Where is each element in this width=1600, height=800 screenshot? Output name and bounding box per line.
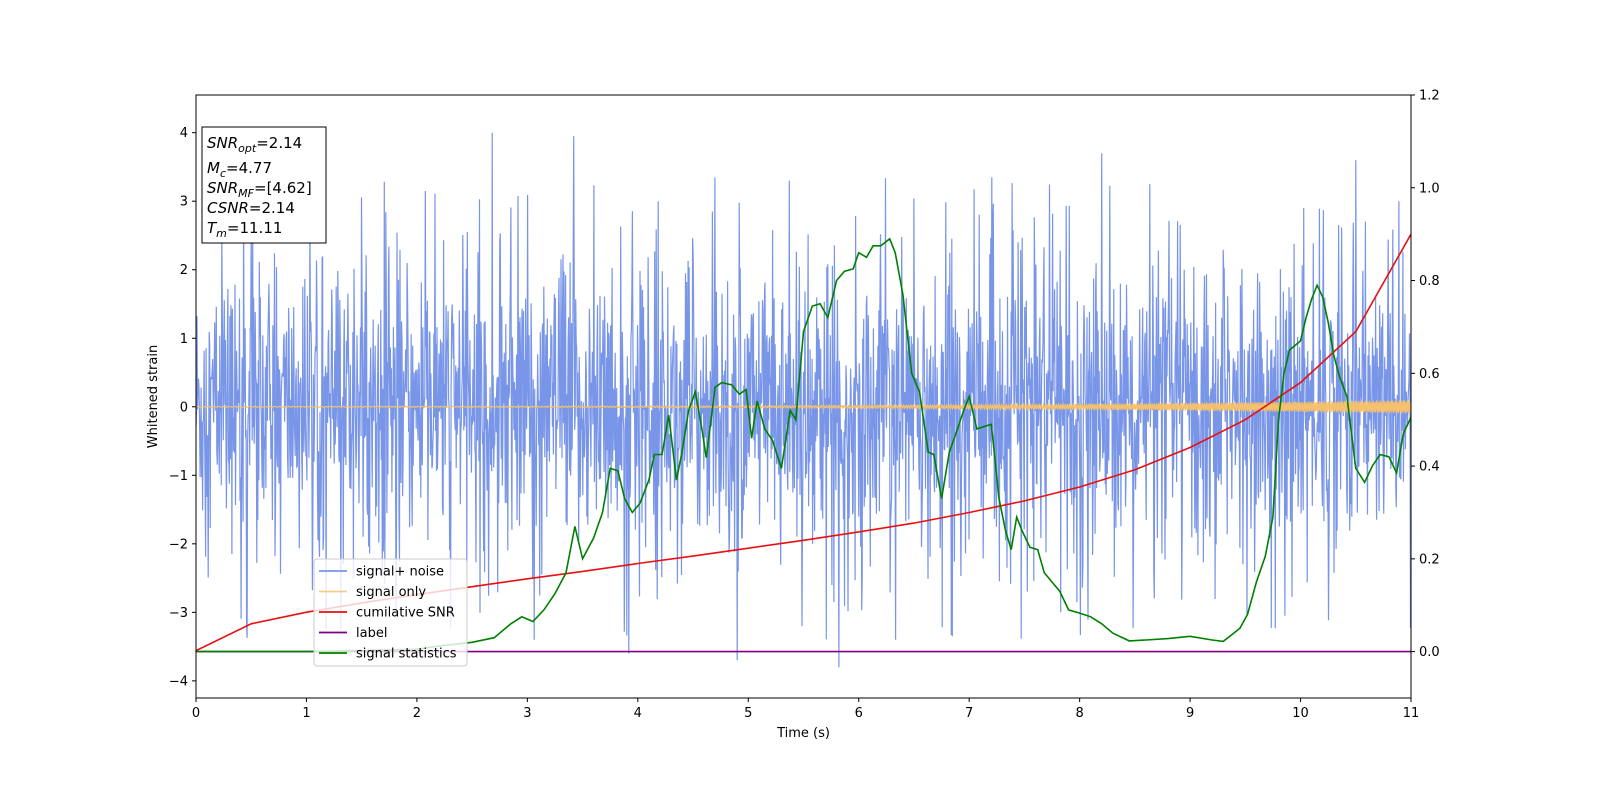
legend-label: cumilative SNR [356, 606, 455, 621]
x-tick-label: 4 [634, 706, 642, 721]
y-tick-label: 0 [180, 400, 188, 415]
x-axis: 0 1 2 3 4 5 6 7 8 9 10 11 [192, 698, 1419, 721]
series-line-signal-statistics [196, 237, 1411, 653]
x-tick-label: 2 [413, 706, 421, 721]
signal-only-line [196, 399, 1411, 414]
y2-tick-label: 0.6 [1419, 367, 1440, 382]
signal-noise-series [196, 132, 1411, 668]
x-tick-label: 0 [192, 706, 200, 721]
x-tick-label: 6 [855, 706, 863, 721]
y-tick-label: 3 [180, 195, 188, 210]
x-axis-label: Time (s) [776, 726, 830, 741]
y2-tick-label: 1.0 [1419, 181, 1440, 196]
x-tick-label: 9 [1186, 706, 1194, 721]
x-tick-label: 7 [965, 706, 973, 721]
legend-label: signal only [356, 585, 426, 600]
plot-frame [195, 94, 1412, 699]
y2-tick-label: 0.4 [1419, 460, 1440, 475]
y-tick-label: −1 [169, 469, 188, 484]
legend-frame [313, 558, 468, 667]
y2-tick-label: 0.8 [1419, 274, 1440, 289]
y-axis-right: 0.0 0.2 0.4 0.6 0.8 1.0 1.2 [1411, 89, 1440, 660]
y-axis-left: −4 −3 −2 −1 0 1 2 3 4 [169, 126, 196, 689]
x-tick-label: 8 [1075, 706, 1083, 721]
y-axis-label: Whitened strain [146, 345, 161, 448]
signal-noise-line [196, 132, 1411, 668]
info-line: Mc=4.77 [207, 159, 272, 180]
y-tick-label: 1 [180, 332, 188, 347]
y-tick-label: 4 [180, 126, 188, 141]
y-tick-label: −4 [169, 674, 188, 689]
legend-label: signal statistics [356, 647, 457, 662]
info-line: SNRopt=2.14 [207, 134, 302, 155]
y-tick-label: −2 [169, 537, 188, 552]
x-tick-label: 11 [1403, 706, 1420, 721]
x-tick-label: 5 [744, 706, 752, 721]
x-tick-label: 10 [1292, 706, 1309, 721]
legend: signal+ noise signal only cumilative SNR la… [313, 558, 468, 667]
y-tick-label: 2 [180, 263, 188, 278]
info-box-frame [201, 126, 327, 244]
info-line: SNRMF=[4.62] [207, 179, 312, 200]
y2-tick-label: 0.0 [1419, 645, 1440, 660]
signal-only-series [196, 399, 1411, 414]
x-tick-label: 1 [302, 706, 310, 721]
y2-tick-label: 0.2 [1419, 552, 1440, 567]
legend-label: signal+ noise [356, 565, 444, 580]
info-line: CSNR=2.14 [207, 199, 295, 217]
info-line: Tm=11.11 [207, 219, 282, 240]
x-tick-label: 3 [523, 706, 531, 721]
y2-tick-label: 1.2 [1419, 89, 1440, 104]
y-tick-label: −3 [169, 606, 188, 621]
legend-label: label [356, 626, 387, 641]
